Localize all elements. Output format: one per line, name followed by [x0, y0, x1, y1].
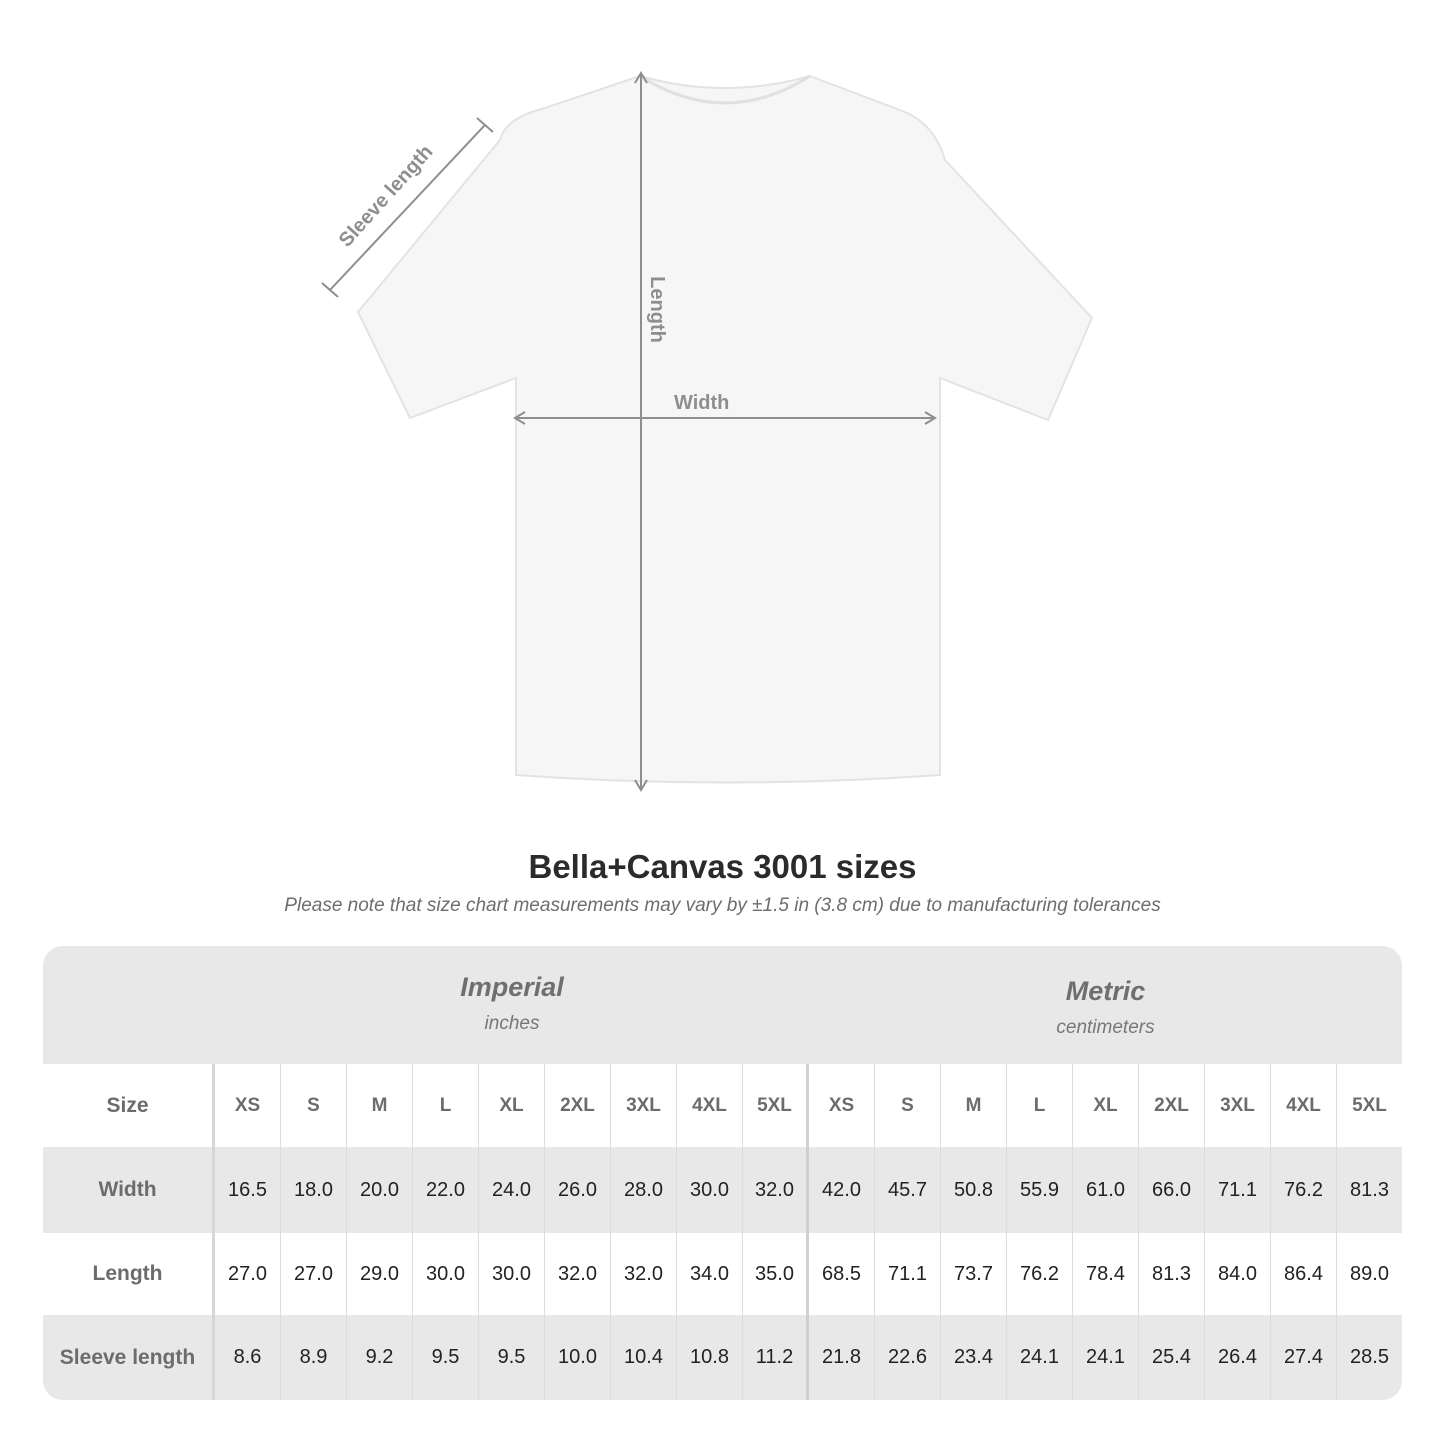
metric-value-cell: 61.0 [1073, 1147, 1139, 1233]
metric-value-cell: 81.3 [1139, 1233, 1205, 1315]
imperial-value-cell: 30.0 [479, 1233, 545, 1315]
imperial-value-cell: 26.0 [545, 1147, 611, 1233]
row-label: Sleeve length [43, 1315, 215, 1400]
metric-value-cell: 89.0 [1350, 1262, 1389, 1285]
imperial-title: Imperial [460, 972, 564, 1002]
metric-value-cell: 81.3 [1350, 1178, 1389, 1201]
metric-value-cell: 71.1 [1205, 1147, 1271, 1233]
imperial-size-xs: XS [215, 1064, 281, 1147]
imperial-value-cell: 30.0 [413, 1233, 479, 1315]
imperial-value-cell: 32.0 [611, 1233, 677, 1315]
imperial-value-cell: 9.5 [413, 1315, 479, 1400]
imperial-header: Imperial inches [215, 946, 809, 1064]
metric-value-cell: 45.7 [875, 1147, 941, 1233]
tshirt-shape [356, 74, 1094, 784]
metric-value-cell: 28.5 [1350, 1346, 1389, 1368]
metric-size-2xl: 2XL [1139, 1064, 1205, 1147]
metric-value-cell: 24.1 [1073, 1315, 1139, 1400]
metric-size-3xl: 3XL [1205, 1064, 1271, 1147]
metric-value-cell: 42.0 [809, 1147, 875, 1233]
metric-value-cell: 22.6 [875, 1315, 941, 1400]
imperial-size-xl: XL [479, 1064, 545, 1147]
metric-size-m: M [941, 1064, 1007, 1147]
imperial-size-4xl: 4XL [677, 1064, 743, 1147]
dimension-lines [321, 71, 937, 792]
row-label: Width [43, 1147, 215, 1233]
length-label: Length [645, 276, 668, 343]
metric-size-s: S [875, 1064, 941, 1147]
imperial-size-3xl: 3XL [611, 1064, 677, 1147]
imperial-value-cell: 27.0 [281, 1233, 347, 1315]
imperial-value-cell: 9.2 [347, 1315, 413, 1400]
metric-size-5xl: 5XL [1352, 1094, 1387, 1116]
imperial-value-cell: 10.0 [545, 1315, 611, 1400]
imperial-size-5xl: 5XL [743, 1064, 809, 1147]
imperial-value-cell: 32.0 [545, 1233, 611, 1315]
imperial-size-2xl: 2XL [545, 1064, 611, 1147]
metric-value-cell: 25.4 [1139, 1315, 1205, 1400]
imperial-unit: inches [484, 1013, 540, 1034]
metric-value-cell: 78.4 [1073, 1233, 1139, 1315]
metric-value-cell: 71.1 [875, 1233, 941, 1315]
imperial-value-cell: 28.0 [611, 1147, 677, 1233]
metric-size-l: L [1007, 1064, 1073, 1147]
imperial-value-cell: 10.4 [611, 1315, 677, 1400]
tshirt-illustration [321, 71, 1094, 792]
imperial-value-cell: 8.9 [281, 1315, 347, 1400]
metric-value-cell: 76.2 [1271, 1147, 1337, 1233]
metric-value-cell: 23.4 [941, 1315, 1007, 1400]
sleeve-length-line [329, 124, 486, 291]
size-table: Imperial inches Metric centimeters Size X… [43, 946, 1402, 1400]
metric-value-cell: 73.7 [941, 1233, 1007, 1315]
metric-value-cell: 76.2 [1007, 1233, 1073, 1315]
imperial-value-cell: 11.2 [743, 1315, 809, 1400]
imperial-size-s: S [281, 1064, 347, 1147]
imperial-value-cell: 20.0 [347, 1147, 413, 1233]
imperial-value-cell: 29.0 [347, 1233, 413, 1315]
imperial-value-cell: 35.0 [743, 1233, 809, 1315]
metric-size-4xl: 4XL [1271, 1064, 1337, 1147]
imperial-size-l: L [413, 1064, 479, 1147]
row-label: Length [43, 1233, 215, 1315]
metric-size-xs: XS [809, 1064, 875, 1147]
table-row-length: Length 27.0 27.0 29.0 30.0 30.0 32.0 32.0 34.0 35… [43, 1233, 1402, 1315]
imperial-value-cell: 18.0 [281, 1147, 347, 1233]
metric-unit: centimeters [1056, 1017, 1155, 1038]
imperial-value-cell: 10.8 [677, 1315, 743, 1400]
size-label: Size [43, 1064, 215, 1147]
imperial-value-cell: 30.0 [677, 1147, 743, 1233]
imperial-value-cell: 16.5 [215, 1147, 281, 1233]
metric-value-cell: 68.5 [809, 1233, 875, 1315]
metric-value-cell: 21.8 [809, 1315, 875, 1400]
metric-value-cell: 86.4 [1271, 1233, 1337, 1315]
collar [639, 74, 811, 105]
imperial-value-cell: 24.0 [479, 1147, 545, 1233]
page-title: Bella+Canvas 3001 sizes [528, 848, 917, 885]
imperial-value-cell: 32.0 [743, 1147, 809, 1233]
metric-value-cell: 24.1 [1007, 1315, 1073, 1400]
imperial-size-m: M [347, 1064, 413, 1147]
metric-value-cell: 66.0 [1139, 1147, 1205, 1233]
metric-title: Metric [1065, 976, 1146, 1006]
imperial-value-cell: 8.6 [215, 1315, 281, 1400]
table-row-sleeve-length: Sleeve length 8.6 8.9 9.2 9.5 9.5 10.0 10.4 10.8… [43, 1315, 1402, 1400]
imperial-value-cell: 9.5 [479, 1315, 545, 1400]
table-row-width: Width 16.5 18.0 20.0 22.0 24.0 26.0 28.0 30.0 32.… [43, 1147, 1402, 1233]
metric-value-cell: 55.9 [1007, 1147, 1073, 1233]
metric-value-cell: 50.8 [941, 1147, 1007, 1233]
subtitle: Please note that size chart measurements… [284, 895, 1161, 916]
metric-size-xl: XL [1073, 1064, 1139, 1147]
metric-header: Metric centimeters [809, 946, 1402, 1064]
imperial-value-cell: 34.0 [677, 1233, 743, 1315]
metric-value-cell: 27.4 [1271, 1315, 1337, 1400]
imperial-value-cell: 27.0 [215, 1233, 281, 1315]
imperial-value-cell: 22.0 [413, 1147, 479, 1233]
metric-value-cell: 84.0 [1205, 1233, 1271, 1315]
width-label: Width [674, 392, 730, 414]
metric-value-cell: 26.4 [1205, 1315, 1271, 1400]
size-header-row: Size XS S M L XL 2XL 3XL 4XL 5XL XS S M L XL 2XL 3XL 4XL 5… [43, 1064, 1402, 1147]
